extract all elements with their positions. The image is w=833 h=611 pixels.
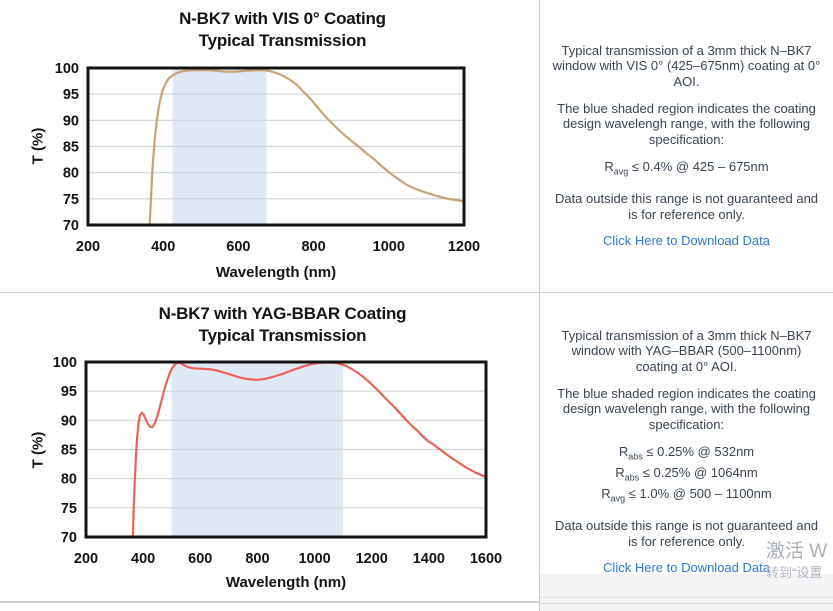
y-tick-label: 90	[61, 413, 77, 429]
spec-subscript: avg	[613, 166, 629, 177]
spec-symbol: R	[604, 158, 614, 174]
y-tick-label: 75	[61, 501, 77, 517]
x-tick-label: 400	[151, 239, 175, 255]
x-tick-label: 1000	[373, 239, 405, 255]
y-tick-label: 95	[63, 87, 79, 103]
x-tick-label: 1000	[298, 551, 330, 567]
watermark-line2: 转到“设置	[766, 565, 823, 580]
chart-title-line1: N-BK7 with YAG-BBAR Coating	[158, 304, 407, 323]
chart-title-line2: Typical Transmission	[198, 326, 367, 345]
y-axis-label: T (%)	[29, 431, 47, 469]
x-tick-label: 800	[301, 239, 325, 255]
spec-subscript: avg	[610, 493, 626, 504]
x-axis-label: Wavelength (nm)	[225, 574, 347, 591]
spec-value: ≤ 0.4% @ 425 – 675nm	[628, 158, 769, 174]
y-tick-label: 70	[61, 530, 77, 546]
y-tick-label: 85	[61, 443, 77, 459]
x-tick-label: 800	[245, 551, 269, 567]
yag-coating-description-panel: Typical transmission of a 3mm thick N–BK…	[540, 293, 833, 611]
download-data-link[interactable]: Click Here to Download Data	[603, 560, 770, 576]
yag-transmission-chart: 70 75 80 85 90 95 100 200 400 600 800 1000 1200 1400 1…	[53, 355, 502, 567]
transmission-curve	[131, 362, 486, 537]
windows-activation-watermark: 激活 W 转到“设置	[766, 541, 827, 581]
y-tick-label: 100	[53, 355, 77, 371]
shaded-region-note: The blue shaded region indicates the coa…	[557, 385, 816, 433]
spec-value: ≤ 0.25% @ 532nm	[642, 443, 755, 459]
chart-title-line1: N-BK7 with VIS 0° Coating	[179, 9, 386, 28]
x-tick-label: 1600	[470, 551, 502, 567]
spec-line: Ravg ≤ 1.0% @ 500 – 1100nm	[601, 486, 771, 507]
spec-value: ≤ 1.0% @ 500 – 1100nm	[625, 485, 772, 501]
spec-subscript: abs	[628, 451, 643, 462]
disclaimer-text: Data outside this range is not guarantee…	[554, 190, 819, 222]
x-tick-label: 1400	[413, 551, 445, 567]
footer-divider	[0, 601, 539, 603]
chart-title: N-BK7 with YAG-BBAR Coating Typical Tran…	[30, 303, 535, 347]
vis-coating-description-panel: Typical transmission of a 3mm thick N–BK…	[540, 0, 833, 292]
spec-line: Rabs ≤ 0.25% @ 532nm	[601, 444, 771, 465]
spec-line: Ravg ≤ 0.4% @ 425 – 675nm	[604, 159, 768, 180]
specification-list: Rabs ≤ 0.25% @ 532nm Rabs ≤ 0.25% @ 1064…	[601, 444, 771, 507]
spec-symbol: R	[601, 485, 611, 501]
vertical-divider	[539, 0, 540, 611]
plot-border	[86, 66, 466, 227]
chart-title-line2: Typical Transmission	[198, 31, 367, 50]
spec-line: Rabs ≤ 0.25% @ 1064nm	[601, 465, 771, 486]
disclaimer-text: Data outside this range is not guarantee…	[554, 518, 819, 549]
y-axis-label: T (%)	[29, 127, 47, 165]
spec-symbol: R	[615, 464, 625, 480]
specification-list: Ravg ≤ 0.4% @ 425 – 675nm	[604, 159, 768, 180]
yag-coating-chart-panel: N-BK7 with YAG-BBAR Coating Typical Tran…	[0, 293, 539, 611]
x-tick-label: 200	[74, 551, 98, 567]
footer-strip	[540, 574, 833, 611]
y-tick-label: 95	[61, 384, 77, 400]
download-data-link[interactable]: Click Here to Download Data	[603, 233, 770, 249]
spec-symbol: R	[618, 443, 629, 459]
x-tick-label: 600	[188, 551, 212, 567]
chart-title: N-BK7 with VIS 0° Coating Typical Transm…	[30, 8, 535, 52]
x-tick-label: 1200	[448, 239, 480, 255]
y-tick-label: 90	[63, 113, 79, 129]
vis-transmission-chart: 70 75 80 85 90 95 100 200 400 600 800 1000 1200	[55, 61, 480, 255]
plot-border	[84, 360, 488, 539]
x-tick-label: 200	[76, 239, 100, 255]
vis-coating-chart-panel: N-BK7 with VIS 0° Coating Typical Transm…	[0, 0, 539, 292]
transmission-curve	[148, 68, 464, 225]
horizontal-divider	[0, 292, 833, 293]
shaded-region-note: The blue shaded region indicates the coa…	[557, 100, 816, 148]
y-tick-label: 85	[63, 140, 79, 156]
y-tick-label: 75	[63, 192, 79, 208]
description-paragraph: Typical transmission of a 3mm thick N–BK…	[561, 327, 812, 374]
x-tick-label: 600	[226, 239, 250, 255]
watermark-line1: 激活 W	[766, 541, 828, 562]
spec-subscript: abs	[624, 472, 640, 483]
x-axis-label: Wavelength (nm)	[215, 264, 337, 281]
x-tick-label: 1200	[356, 551, 388, 567]
y-tick-label: 80	[61, 472, 77, 488]
description-paragraph: Typical transmission of a 3mm thick N–BK…	[552, 42, 821, 90]
x-tick-label: 400	[131, 551, 155, 567]
y-tick-label: 70	[63, 218, 79, 234]
y-tick-label: 100	[55, 61, 79, 77]
spec-value: ≤ 0.25% @ 1064nm	[639, 464, 758, 480]
y-tick-label: 80	[63, 166, 79, 182]
